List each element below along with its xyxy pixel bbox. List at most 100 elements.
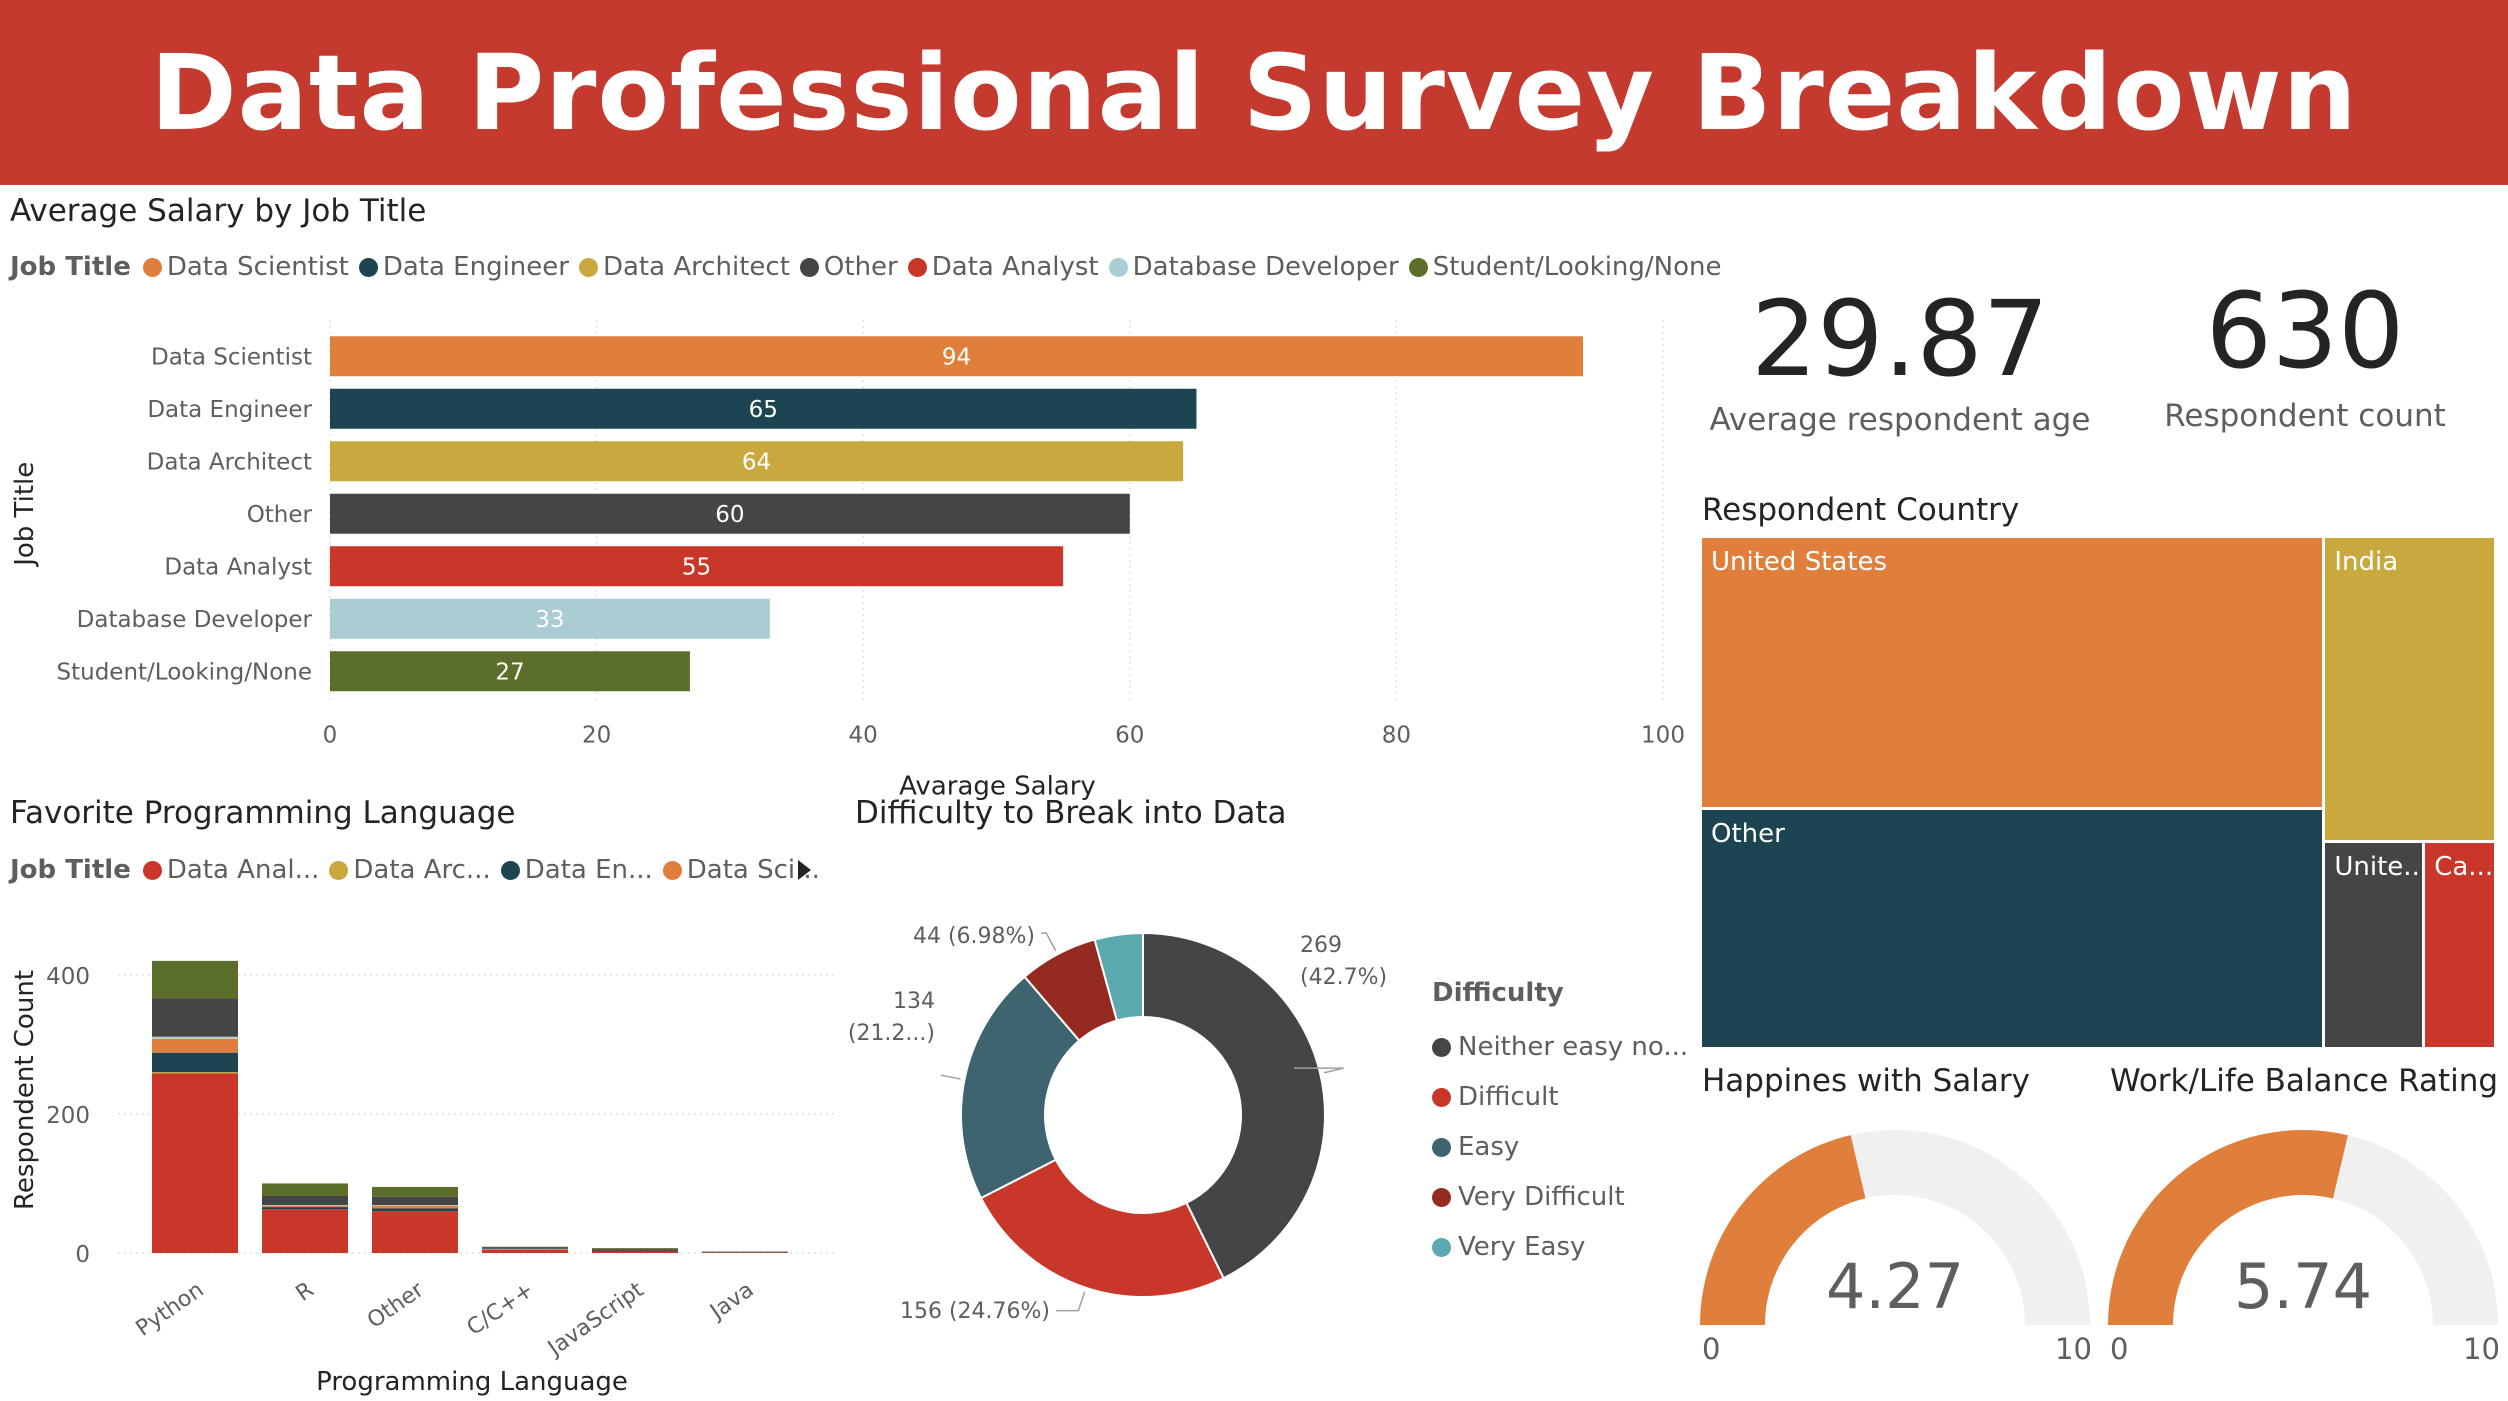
legend-dot-icon bbox=[358, 257, 378, 277]
donut-data-label: (21.2...) bbox=[848, 1021, 935, 1046]
treemap-tile-label: Unite... bbox=[2334, 851, 2429, 882]
leader-line bbox=[1294, 1067, 1344, 1074]
bar-data-engineer bbox=[330, 388, 1197, 429]
worklife-gauge-max: 10 bbox=[2463, 1332, 2500, 1366]
legend-label: Data En... bbox=[524, 855, 653, 885]
language-stacked-bar-chart[interactable]: 0 200 400 Python R Other C/C++ JavaScript Java Pr… bbox=[0, 940, 850, 1400]
avg-age-value: 29.87 bbox=[1751, 278, 2049, 400]
treemap-tile-label: United States bbox=[1711, 547, 1888, 577]
gauge-fill bbox=[1700, 1135, 1866, 1325]
treemap-tile[interactable]: India bbox=[2325, 538, 2494, 840]
legend-label: Other bbox=[823, 252, 898, 282]
legend-item[interactable]: Other bbox=[799, 252, 898, 282]
stack-segment bbox=[152, 1072, 238, 1074]
donut-data-label: 44 (6.98%) bbox=[913, 924, 1035, 949]
x-tick-label: 0 bbox=[323, 723, 338, 749]
x-tick-label: 100 bbox=[1641, 723, 1685, 749]
stack-segment bbox=[262, 1195, 348, 1206]
bar-database-developer bbox=[330, 598, 770, 639]
language-legend[interactable]: Job Title Data Anal... Data Arc... Data En.… bbox=[10, 855, 830, 885]
stack-segment bbox=[592, 1250, 678, 1252]
stack-segment bbox=[592, 1248, 678, 1250]
difficulty-legend-title: Difficulty bbox=[1432, 978, 1564, 1008]
treemap-tile[interactable]: Other bbox=[1702, 809, 2323, 1047]
happiness-gauge-value: 4.27 bbox=[1825, 1250, 1965, 1323]
treemap-tile-label: India bbox=[2334, 547, 2399, 577]
stack-segment bbox=[152, 1052, 238, 1073]
legend-item[interactable]: Data Engineer bbox=[358, 252, 569, 282]
stack-segment bbox=[482, 1247, 568, 1249]
y-tick-label: Student/Looking/None bbox=[57, 659, 312, 685]
country-treemap[interactable]: United States Other India Unite... Ca... bbox=[1702, 538, 2497, 1050]
stack-segment bbox=[702, 1252, 788, 1253]
legend-item[interactable]: Data En... bbox=[500, 855, 653, 885]
stack-segment bbox=[262, 1205, 348, 1206]
stack-segment bbox=[372, 1208, 458, 1212]
bar-data-label: 65 bbox=[749, 397, 778, 423]
legend-title: Job Title bbox=[10, 855, 131, 885]
legend-dot-icon bbox=[578, 257, 598, 277]
bar-data-scientist bbox=[330, 336, 1584, 377]
legend-item[interactable]: Very Difficult bbox=[1432, 1172, 1688, 1222]
y-tick-label: 200 bbox=[46, 1103, 90, 1129]
bar-other bbox=[330, 493, 1130, 534]
legend-item[interactable]: Data Sci... bbox=[662, 855, 820, 885]
legend-next-arrow-icon[interactable] bbox=[798, 860, 811, 880]
legend-item[interactable]: Neither easy no... bbox=[1432, 1022, 1688, 1072]
worklife-gauge[interactable] bbox=[2098, 1110, 2508, 1340]
legend-item[interactable]: Difficult bbox=[1432, 1072, 1688, 1122]
salary-bar-chart[interactable]: 0 20 40 60 80 100 Data Scientist 94 Data Enginee… bbox=[0, 300, 1700, 800]
happiness-gauge-max: 10 bbox=[2055, 1332, 2092, 1366]
gauge-fill bbox=[2108, 1130, 2348, 1325]
legend-item[interactable]: Data Anal... bbox=[142, 855, 319, 885]
stack-segment bbox=[152, 1036, 238, 1039]
legend-item[interactable]: Data Analyst bbox=[907, 252, 1099, 282]
legend-dot-icon bbox=[142, 257, 162, 277]
treemap-tile[interactable]: United States bbox=[1702, 538, 2323, 807]
legend-item[interactable]: Data Scientist bbox=[142, 252, 349, 282]
legend-item[interactable]: Data Arc... bbox=[329, 855, 491, 885]
donut-slice bbox=[1142, 931, 1326, 1280]
stack-segment bbox=[372, 1205, 458, 1206]
salary-legend[interactable]: Job Title Data Scientist Data Engineer Data… bbox=[10, 252, 1732, 282]
legend-dot-icon bbox=[1432, 1137, 1451, 1157]
bar-data-label: 33 bbox=[535, 607, 564, 633]
treemap-tile[interactable]: Unite... bbox=[2325, 842, 2428, 1047]
legend-label: Data Analyst bbox=[931, 252, 1099, 282]
difficulty-legend[interactable]: Difficulty Neither easy no... Difficult Ea… bbox=[1432, 978, 1688, 1272]
legend-label: Difficult bbox=[1458, 1082, 1559, 1112]
treemap-tile[interactable]: Ca... bbox=[2425, 842, 2494, 1047]
leader-line bbox=[1041, 932, 1057, 952]
legend-dot-icon bbox=[1432, 1187, 1451, 1207]
stack-segment bbox=[372, 1205, 458, 1209]
stack-segment bbox=[262, 1183, 348, 1196]
legend-item[interactable]: Easy bbox=[1432, 1122, 1688, 1172]
x-tick-label: JavaScript bbox=[542, 1277, 649, 1362]
x-tick-label: C/C++ bbox=[463, 1277, 539, 1341]
stack-segment bbox=[482, 1248, 568, 1250]
legend-item[interactable]: Data Architect bbox=[578, 252, 790, 282]
x-tick-label: Python bbox=[132, 1277, 209, 1341]
happiness-gauge[interactable] bbox=[1690, 1110, 2100, 1340]
x-tick-label: 80 bbox=[1382, 723, 1411, 749]
legend-dot-icon bbox=[799, 257, 819, 277]
legend-label: Student/Looking/None bbox=[1432, 252, 1722, 282]
bar-data-label: 55 bbox=[682, 554, 711, 580]
legend-item[interactable]: Student/Looking/None bbox=[1408, 252, 1722, 282]
legend-item[interactable]: Very Easy bbox=[1432, 1222, 1688, 1272]
legend-item[interactable]: Database Developer bbox=[1108, 252, 1399, 282]
stack-segment bbox=[702, 1251, 788, 1253]
stack-segment bbox=[482, 1249, 568, 1253]
worklife-gauge-min: 0 bbox=[2110, 1332, 2129, 1366]
x-axis-title: Programming Language bbox=[316, 1367, 628, 1397]
leader-line bbox=[1056, 1291, 1086, 1312]
x-tick-label: 20 bbox=[582, 723, 611, 749]
difficulty-donut-chart[interactable]: 269 (42.7%) 156 (24.76%) 134 (21.2...) 44 (6.… bbox=[840, 900, 1440, 1340]
legend-label: Data Architect bbox=[602, 252, 790, 282]
donut-data-label: 134 bbox=[893, 989, 935, 1014]
y-tick-label: 0 bbox=[75, 1242, 90, 1268]
difficulty-chart-title: Difficulty to Break into Data bbox=[855, 795, 1287, 831]
happiness-gauge-min: 0 bbox=[1702, 1332, 1721, 1366]
stack-segment bbox=[372, 1211, 458, 1253]
x-tick-label: Java bbox=[704, 1277, 758, 1325]
